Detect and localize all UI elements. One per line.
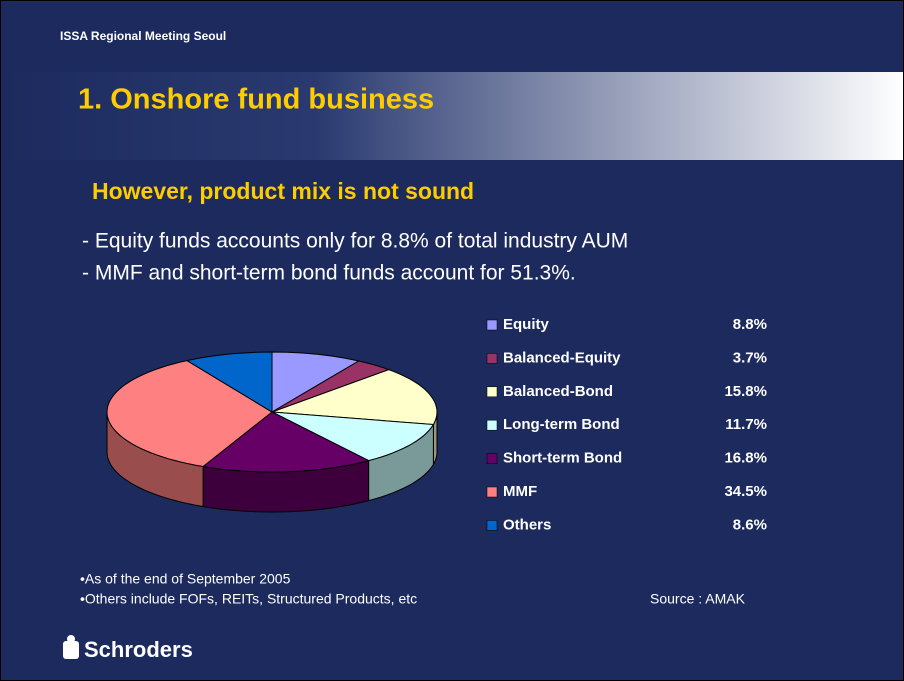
legend-label: Long-term Bond [503,416,620,433]
legend-label: Others [503,516,551,533]
value-label: 8.8% [733,316,767,333]
logo: Schroders [84,637,193,662]
pie [106,351,438,513]
value-label: 8.6% [733,516,767,533]
pie-slice [185,351,273,413]
value-label: 3.7% [733,349,767,366]
legend-label: Balanced-Bond [503,383,613,400]
legend: Equity 8.8% Balanced-Equity 3.7% Balanced-Bo… [486,316,767,533]
pie-slice [271,360,391,413]
bullet: - Equity funds accounts only for 8.8% of… [82,230,628,253]
value-label: 16.8% [724,450,767,467]
title: 1. Onshore fund business [78,84,434,116]
pie-slice [271,411,435,462]
source: Source : AMAK [650,591,746,607]
subtitle: However, product mix is not sound [92,178,474,204]
legend-swatch [486,319,498,331]
logo-icon [63,635,79,659]
value-label: 15.8% [724,383,767,400]
pie-slice [271,351,361,413]
note: •Others include FOFs, REITs, Structured … [80,591,417,607]
legend-swatch [486,419,498,431]
pie-slice [271,369,438,426]
legend-swatch [486,386,498,398]
value-label: 34.5% [724,483,767,500]
title-bar [1,72,903,160]
legend-label: Balanced-Equity [503,349,621,366]
legend-swatch [486,353,498,364]
legend-label: Short-term Bond [503,450,622,467]
value-label: 11.7% [725,416,767,433]
pie-slice [201,411,371,473]
bullet: - MMF and short-term bond funds account … [82,262,576,285]
header: ISSA Regional Meeting Seoul [60,29,226,43]
legend-swatch [486,520,498,531]
note: •As of the end of September 2005 [80,571,291,587]
legend-swatch [486,486,498,498]
legend-swatch [486,453,498,464]
legend-label: MMF [503,483,537,500]
legend-label: Equity [503,316,549,333]
